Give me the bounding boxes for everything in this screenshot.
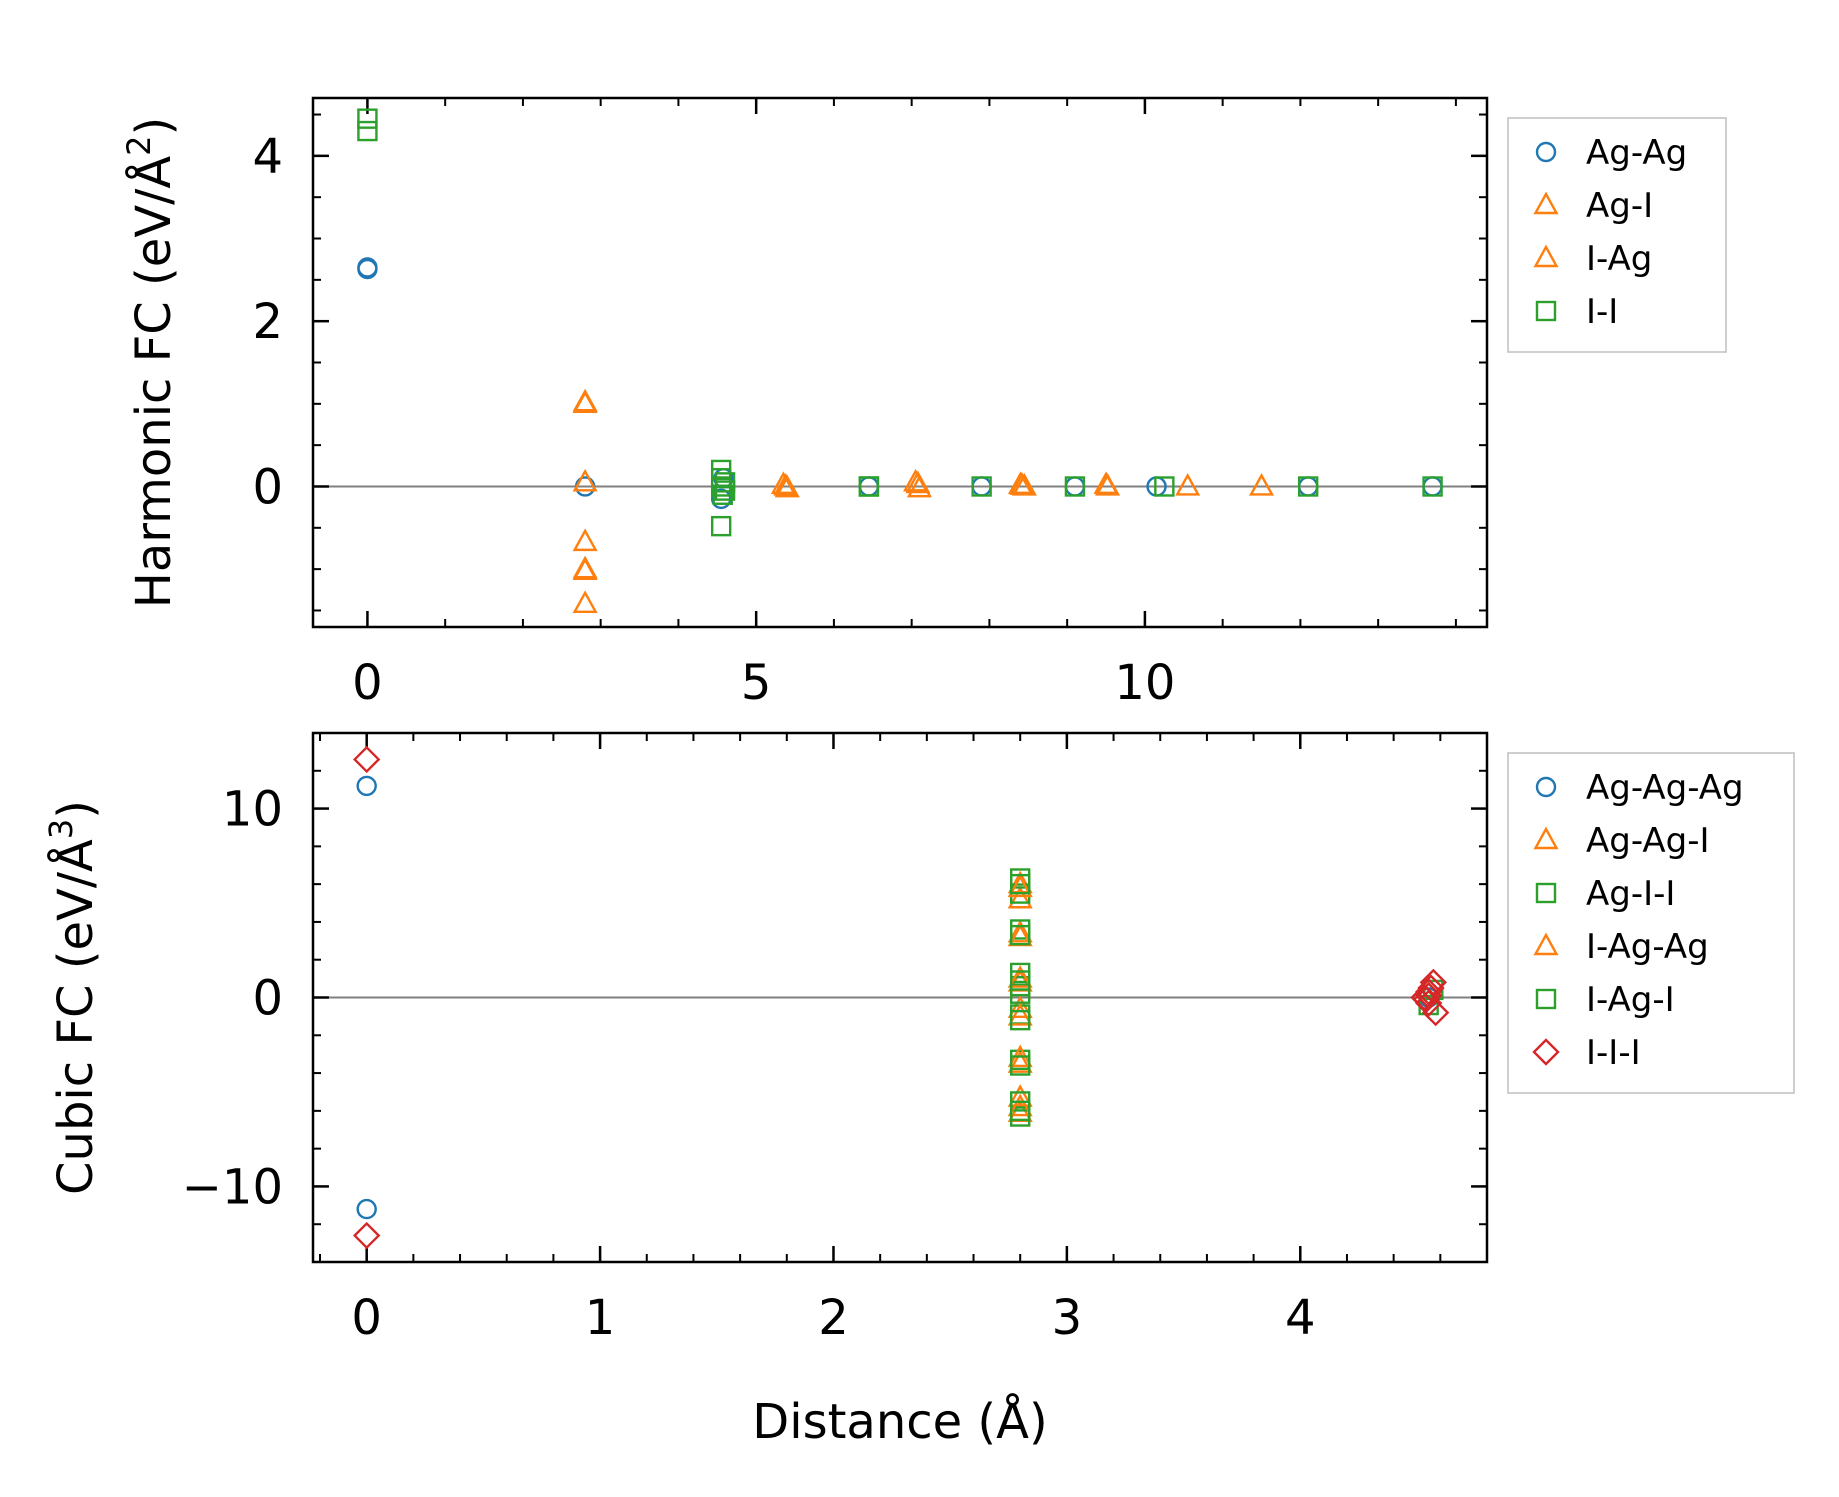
y-tick-label: 10 xyxy=(222,782,283,838)
data-point xyxy=(770,471,796,495)
legend-entry: I-I-I xyxy=(1586,1033,1641,1073)
data-point xyxy=(572,555,598,579)
legend-entry: Ag-Ag xyxy=(1586,133,1687,173)
x-tick-label: 5 xyxy=(741,655,772,711)
data-point xyxy=(1010,1100,1031,1122)
x-tick-label: 10 xyxy=(1114,655,1175,711)
data-point xyxy=(1010,873,1031,895)
legend-marker xyxy=(1535,882,1557,904)
legend-entry: I-Ag-Ag xyxy=(1586,927,1709,967)
legend-entry: I-I xyxy=(1586,292,1618,332)
x-tick-label: 0 xyxy=(351,1290,382,1346)
data-point xyxy=(858,476,880,497)
data-point xyxy=(905,470,931,494)
y-axis-title: Cubic FC (eV/Å3) xyxy=(42,800,104,1195)
data-point xyxy=(1007,1093,1033,1117)
legend-marker xyxy=(1532,1038,1560,1066)
data-point xyxy=(1422,476,1443,497)
minor-ticks xyxy=(313,98,1487,627)
legend-marker xyxy=(1533,191,1559,215)
legend-marker xyxy=(1533,244,1559,268)
legend-entry: Ag-I xyxy=(1586,186,1653,226)
x-tick-label: 2 xyxy=(818,1290,849,1346)
data-point xyxy=(572,590,598,614)
data-point xyxy=(1007,1050,1033,1073)
data-point xyxy=(356,775,377,797)
series-i-i-i xyxy=(352,745,1450,1250)
data-point xyxy=(1009,472,1035,495)
chart-panel-2: 0 1 2 3 4 −10 0 10 Cubic FC (eV/Å3) Distance (Å) A… xyxy=(42,731,1795,1450)
series-i-i xyxy=(357,108,1443,537)
x-tick-label: 4 xyxy=(1285,1290,1316,1346)
data-point xyxy=(357,258,378,280)
data-point xyxy=(357,108,378,129)
y-tick-label: 2 xyxy=(252,294,283,350)
data-point xyxy=(1007,995,1033,1019)
series-ag-i xyxy=(572,388,1275,614)
data-point xyxy=(1010,970,1031,991)
data-point xyxy=(712,484,733,505)
data-point xyxy=(1007,965,1033,988)
data-point xyxy=(357,120,378,142)
legend-entry: Ag-Ag-I xyxy=(1586,821,1710,861)
data-point xyxy=(1417,974,1445,1002)
legend-entry: Ag-I-I xyxy=(1586,874,1675,914)
data-point xyxy=(572,528,598,552)
legend-marker xyxy=(1533,932,1559,956)
legend-entry: I-Ag xyxy=(1586,239,1652,279)
data-point xyxy=(1007,885,1033,909)
data-point xyxy=(572,390,598,414)
data-point xyxy=(773,473,799,496)
legend-marker xyxy=(1535,300,1557,322)
data-point xyxy=(352,1221,381,1250)
data-point xyxy=(714,480,736,501)
data-point xyxy=(1007,874,1033,898)
data-point xyxy=(1064,476,1086,497)
data-point xyxy=(356,1198,377,1220)
axes-frame xyxy=(311,96,1489,629)
y-tick-label: 4 xyxy=(252,129,283,185)
data-point xyxy=(1297,476,1319,497)
data-point xyxy=(1010,1009,1031,1031)
chart-panel-1: 0 5 10 0 2 4 Harmonic FC (eV/Å2) Ag-Ag Ag-I I-Ag I… xyxy=(120,96,1727,711)
axes-frame xyxy=(311,731,1489,1264)
series-ag-ag xyxy=(357,257,1443,510)
data-point xyxy=(1007,919,1033,943)
legend: Ag-Ag Ag-I I-Ag I-I xyxy=(1507,117,1727,353)
legend-box xyxy=(1507,117,1727,353)
legend: Ag-Ag-Ag Ag-Ag-I Ag-I-I I-Ag-Ag I-Ag-I I-I-I xyxy=(1507,752,1795,1094)
y-axis-title: Harmonic FC (eV/Å2) xyxy=(120,117,182,609)
data-point xyxy=(971,476,992,497)
data-point xyxy=(1095,473,1121,496)
data-point xyxy=(710,515,732,537)
x-tick-label: 1 xyxy=(585,1290,616,1346)
x-axis-title: Distance (Å) xyxy=(752,1393,1047,1450)
data-point xyxy=(1154,476,1175,497)
y-tick-label: −10 xyxy=(182,1159,283,1215)
y-tick-label: 0 xyxy=(252,459,283,515)
legend-entry: Ag-Ag-Ag xyxy=(1586,768,1744,808)
data-point xyxy=(1007,1084,1033,1107)
legend-marker xyxy=(1535,141,1557,163)
series-i-ag xyxy=(572,390,1121,579)
legend-entry: I-Ag-I xyxy=(1586,980,1675,1020)
data-point xyxy=(1010,1055,1031,1076)
y-tick-label: 0 xyxy=(252,971,283,1027)
data-point xyxy=(1007,1002,1033,1026)
data-point xyxy=(352,745,381,774)
legend-marker xyxy=(1535,776,1557,798)
data-point xyxy=(1175,473,1201,496)
data-point xyxy=(1248,473,1275,496)
x-tick-label: 0 xyxy=(352,655,383,711)
legend-marker xyxy=(1533,826,1559,850)
legend-marker xyxy=(1535,988,1557,1010)
x-tick-label: 3 xyxy=(1052,1290,1083,1346)
data-point xyxy=(1010,924,1031,946)
data-point xyxy=(572,468,598,492)
legend-box xyxy=(1507,752,1795,1094)
